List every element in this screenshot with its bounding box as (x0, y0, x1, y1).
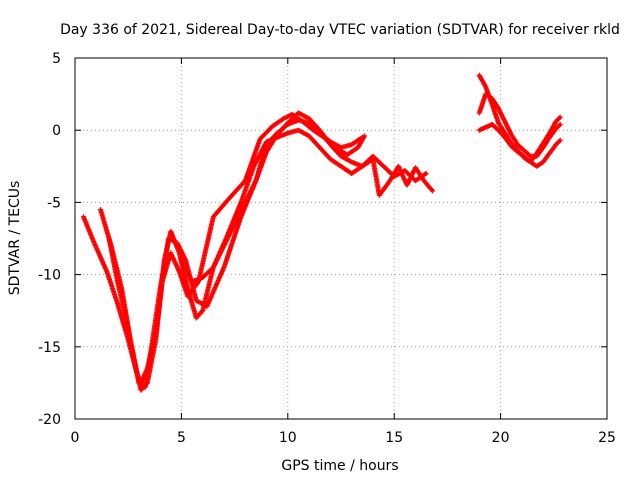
data-point (557, 137, 563, 143)
axis-ticks: 0 5 10 15 20 25 5 0 -5 -10 -15 -20 (38, 51, 616, 446)
data-point (557, 121, 563, 127)
data-point (430, 188, 436, 194)
chart-title: Day 336 of 2021, Sidereal Day-to-day VTE… (60, 22, 620, 38)
series-sat-track-3 (106, 127, 429, 393)
y-axis-label: SDTVAR / TECUs (7, 181, 23, 296)
y-tick-label: 5 (52, 51, 61, 67)
x-tick-label: 10 (279, 430, 297, 446)
x-tick-label: 5 (177, 430, 186, 446)
x-tick-label: 20 (492, 430, 510, 446)
x-tick-label: 0 (71, 430, 80, 446)
series-sat-track-4 (178, 110, 436, 285)
x-tick-label: 15 (385, 430, 403, 446)
series-sat-track-7 (476, 121, 563, 169)
data-point (557, 114, 563, 120)
data-point (423, 171, 429, 177)
series-sat-track-2 (98, 117, 365, 390)
grid (75, 58, 607, 419)
y-tick-label: -15 (38, 340, 61, 356)
data-point (359, 134, 365, 140)
data-points (81, 72, 563, 393)
y-tick-label: 0 (52, 123, 61, 139)
plot-frame (74, 57, 608, 420)
x-axis-label: GPS time / hours (281, 458, 398, 474)
y-tick-label: -5 (47, 195, 61, 211)
x-tick-label: 25 (598, 430, 616, 446)
y-tick-label: -20 (38, 412, 61, 428)
series-sat-track-6 (476, 91, 563, 159)
y-tick-label: -10 (38, 268, 61, 284)
